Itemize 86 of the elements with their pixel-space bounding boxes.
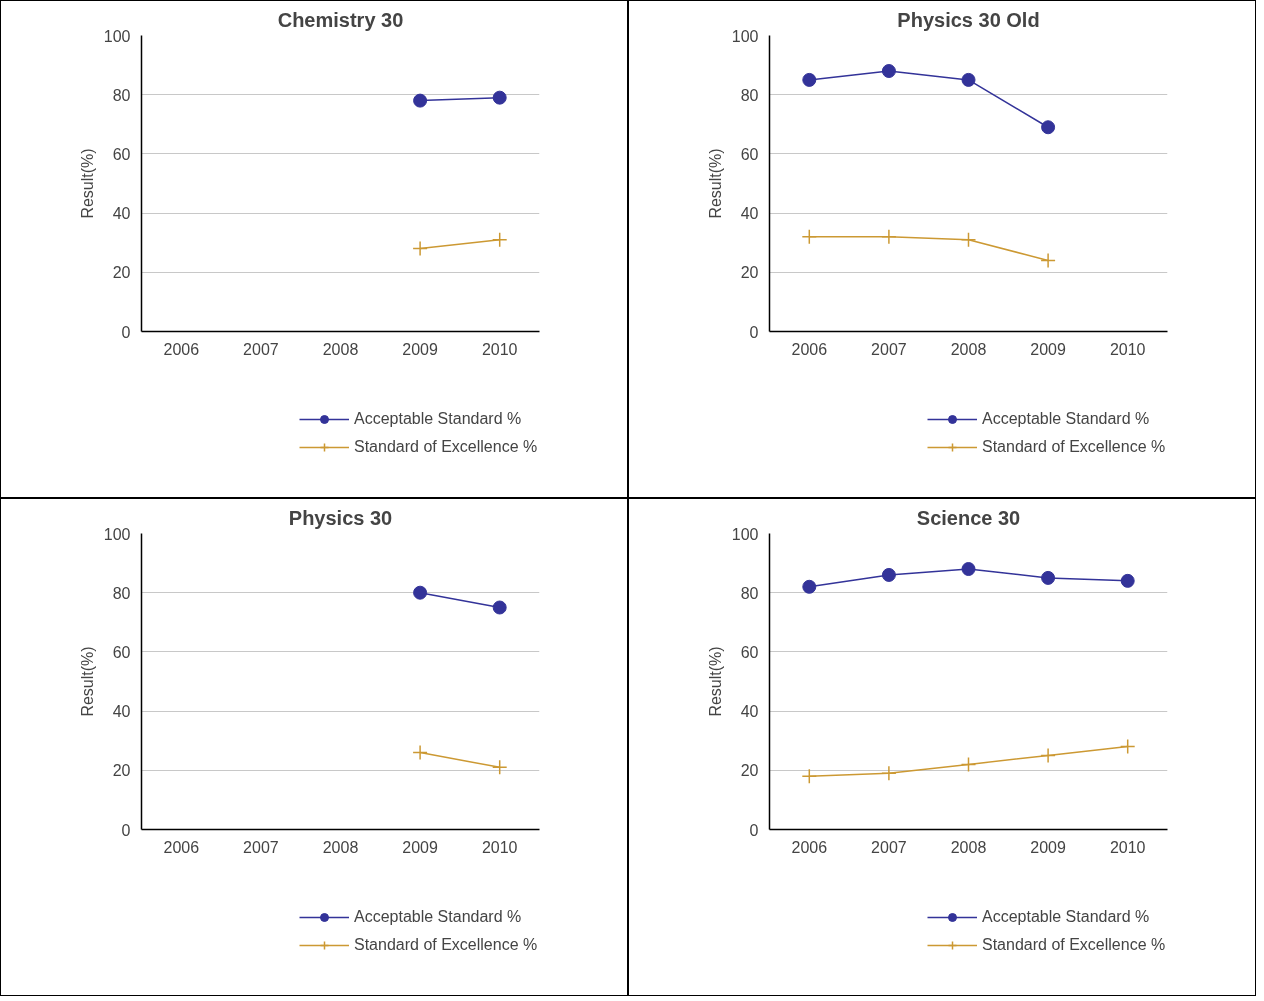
point	[802, 72, 817, 87]
y-tick-label: 0	[749, 323, 759, 341]
y-axis-title: Result(%)	[706, 148, 724, 219]
legend-label: Standard of Excellence %	[982, 438, 1166, 456]
y-tick-label: 100	[103, 525, 131, 543]
x-tick-label: 2007	[871, 340, 907, 358]
y-tick-label: 20	[740, 264, 759, 282]
y-tick-label: 40	[740, 205, 759, 223]
x-tick-label: 2010	[481, 340, 518, 358]
x-tick-label: 2010	[1109, 838, 1146, 856]
y-tick-label: 0	[121, 323, 131, 341]
chart-title: Physics 30 Old	[897, 8, 1040, 31]
x-tick-label: 2006	[163, 340, 200, 358]
point	[960, 756, 977, 773]
point	[960, 231, 977, 248]
y-tick-label: 0	[121, 821, 131, 839]
x-tick-label: 2007	[243, 838, 279, 856]
point	[802, 579, 817, 594]
y-tick-label: 40	[112, 205, 131, 223]
y-tick-label: 20	[112, 264, 131, 282]
y-tick-label: 80	[740, 584, 759, 602]
y-tick-label: 60	[740, 643, 759, 661]
point	[801, 768, 818, 784]
y-tick-label: 80	[112, 584, 131, 602]
y-tick-label: 100	[731, 525, 759, 543]
x-tick-label: 2009	[402, 340, 438, 358]
x-tick-label: 2010	[481, 838, 518, 856]
point	[881, 229, 897, 245]
point	[413, 93, 428, 108]
chart-title: Chemistry 30	[277, 8, 404, 31]
y-tick-label: 60	[112, 145, 131, 163]
y-axis-title: Result(%)	[78, 148, 96, 219]
point	[881, 567, 896, 582]
x-tick-label: 2006	[791, 340, 828, 358]
legend-label: Acceptable Standard %	[982, 410, 1150, 428]
point	[412, 240, 428, 257]
legend-label: Standard of Excellence %	[354, 438, 538, 456]
y-tick-label: 40	[112, 703, 131, 721]
point	[1041, 120, 1056, 135]
y-tick-label: 80	[740, 86, 759, 104]
x-tick-label: 2010	[1109, 340, 1146, 358]
point	[491, 759, 508, 776]
y-tick-label: 0	[749, 821, 759, 839]
y-tick-label: 40	[740, 703, 759, 721]
y-tick-label: 20	[112, 762, 131, 780]
point	[491, 231, 508, 248]
x-tick-label: 2007	[871, 838, 907, 856]
point	[801, 229, 818, 245]
y-axis-title: Result(%)	[78, 646, 96, 717]
point	[412, 744, 428, 761]
x-tick-label: 2009	[402, 838, 438, 856]
point	[961, 72, 976, 87]
point	[961, 562, 976, 577]
point	[1040, 747, 1056, 764]
x-tick-label: 2009	[1030, 340, 1066, 358]
y-tick-label: 60	[112, 643, 131, 661]
x-tick-label: 2008	[950, 838, 987, 856]
legend-label: Acceptable Standard %	[354, 908, 522, 926]
point	[492, 90, 507, 105]
chart-title: Physics 30	[288, 506, 393, 529]
point	[1119, 738, 1136, 755]
x-tick-label: 2008	[322, 838, 359, 856]
x-tick-label: 2008	[950, 340, 987, 358]
y-tick-label: 20	[740, 762, 759, 780]
legend-label: Standard of Excellence %	[982, 936, 1166, 954]
legend-label: Acceptable Standard %	[982, 908, 1150, 926]
y-tick-label: 100	[103, 27, 131, 45]
y-tick-label: 60	[740, 145, 759, 163]
point	[1120, 573, 1135, 588]
legend-label: Standard of Excellence %	[354, 936, 538, 954]
point	[1041, 570, 1056, 585]
x-tick-label: 2006	[163, 838, 200, 856]
x-tick-label: 2008	[322, 340, 359, 358]
y-tick-label: 100	[731, 27, 759, 45]
x-tick-label: 2006	[791, 838, 828, 856]
legend-label: Acceptable Standard %	[354, 410, 522, 428]
point	[492, 600, 507, 615]
point	[881, 765, 897, 782]
point	[413, 585, 428, 600]
point	[1040, 252, 1056, 269]
x-tick-label: 2009	[1030, 838, 1066, 856]
y-axis-title: Result(%)	[706, 646, 724, 717]
point	[881, 64, 896, 79]
x-tick-label: 2007	[243, 340, 279, 358]
y-tick-label: 80	[112, 86, 131, 104]
chart-title: Science 30	[916, 506, 1021, 529]
